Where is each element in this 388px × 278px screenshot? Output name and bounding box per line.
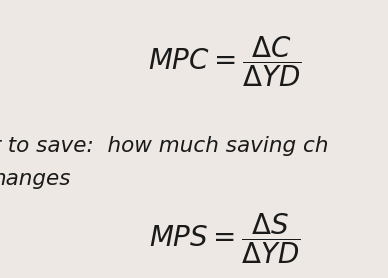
Text: $\mathit{MPC} = \dfrac{\Delta C}{\Delta YD}$: $\mathit{MPC} = \dfrac{\Delta C}{\Delta … [148,34,302,88]
Text: r to save:  how much saving ch: r to save: how much saving ch [0,136,329,156]
Text: $\mathit{MPS} = \dfrac{\Delta S}{\Delta YD}$: $\mathit{MPS} = \dfrac{\Delta S}{\Delta … [149,212,301,266]
Text: hanges: hanges [0,169,71,189]
